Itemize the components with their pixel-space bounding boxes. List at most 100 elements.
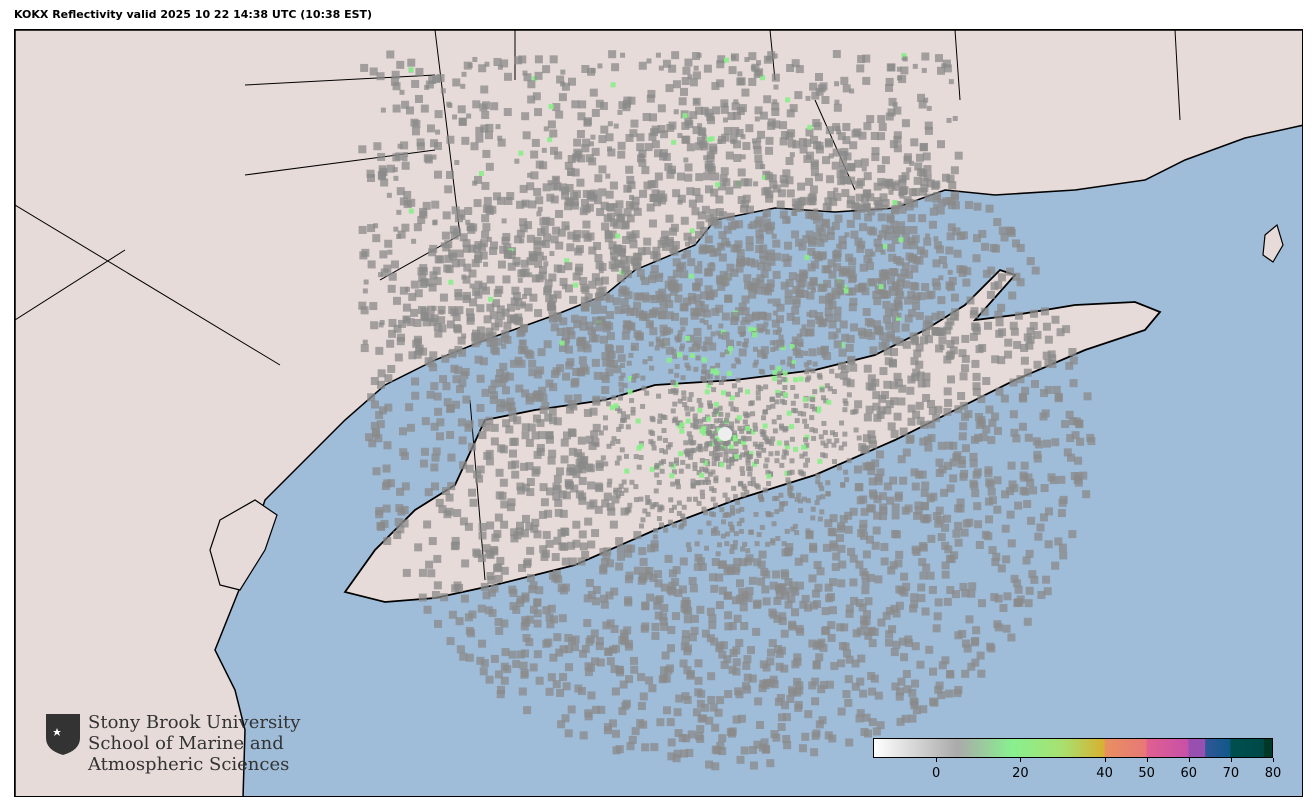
radar-echo-bin	[694, 541, 700, 547]
radar-echo-bin	[486, 236, 492, 242]
radar-echo-bin	[910, 593, 919, 602]
radar-echo-bin	[586, 501, 595, 510]
radar-echo-bin	[753, 145, 762, 154]
radar-echo-bin	[719, 270, 728, 279]
radar-echo-bin	[559, 317, 568, 326]
radar-echo-bin	[807, 124, 813, 130]
radar-echo-bin	[991, 412, 1000, 421]
radar-echo-bin	[716, 542, 722, 548]
radar-echo-bin	[927, 290, 936, 299]
radar-echo-bin	[766, 759, 775, 768]
radar-echo-bin	[889, 476, 898, 485]
radar-echo-bin	[543, 233, 552, 242]
radar-echo-bin	[617, 354, 626, 363]
radar-echo-bin	[561, 82, 570, 91]
radar-echo-bin	[794, 557, 803, 566]
radar-echo-bin	[631, 196, 640, 205]
radar-echo-bin	[485, 123, 494, 132]
radar-echo-bin	[682, 113, 688, 119]
radar-echo-bin	[383, 441, 392, 450]
radar-echo-bin	[863, 413, 872, 422]
radar-echo-bin	[591, 529, 600, 538]
radar-echo-bin	[548, 104, 554, 110]
radar-echo-bin	[750, 411, 756, 417]
radar-echo-bin	[1063, 448, 1072, 457]
radar-echo-bin	[481, 388, 490, 397]
radar-echo-bin	[461, 71, 467, 77]
radar-echo-bin	[773, 614, 782, 623]
radar-echo-bin	[822, 156, 831, 165]
radar-echo-bin	[638, 158, 647, 167]
radar-echo-bin	[478, 171, 484, 177]
radar-echo-bin	[484, 131, 493, 140]
radar-echo-bin	[481, 181, 490, 190]
radar-echo-bin	[511, 470, 520, 479]
radar-echo-bin	[529, 293, 538, 302]
radar-echo-bin	[812, 361, 818, 367]
radar-echo-bin	[531, 76, 537, 82]
radar-echo-bin	[793, 653, 802, 662]
radar-echo-bin	[854, 159, 863, 168]
radar-echo-bin	[900, 572, 909, 581]
radar-echo-bin	[881, 156, 890, 165]
radar-echo-bin	[842, 441, 848, 447]
radar-echo-bin	[677, 133, 683, 139]
radar-echo-bin	[842, 398, 848, 404]
radar-map[interactable]	[14, 29, 1303, 797]
radar-echo-bin	[949, 346, 958, 355]
radar-echo-bin	[476, 656, 485, 665]
radar-echo-bin	[941, 63, 947, 69]
radar-echo-bin	[971, 489, 980, 498]
radar-echo-bin	[882, 204, 888, 210]
radar-echo-bin	[516, 482, 525, 491]
radar-echo-bin	[849, 507, 858, 516]
radar-echo-bin	[715, 601, 724, 610]
radar-echo-bin	[1025, 549, 1034, 558]
radar-echo-bin	[720, 660, 729, 669]
radar-echo-bin	[962, 278, 971, 287]
radar-echo-bin	[806, 311, 812, 317]
radar-echo-bin	[762, 597, 771, 606]
radar-echo-bin	[880, 557, 889, 566]
radar-echo-bin	[867, 278, 876, 287]
radar-echo-bin	[739, 558, 748, 567]
radar-echo-bin	[443, 510, 452, 519]
radar-echo-bin	[520, 259, 529, 268]
radar-echo-bin	[641, 277, 650, 286]
radar-echo-bin	[753, 740, 762, 749]
radar-echo-bin	[611, 436, 617, 442]
radar-echo-bin	[692, 466, 698, 472]
radar-echo-bin	[477, 604, 486, 613]
radar-echo-bin	[501, 371, 510, 380]
radar-echo-bin	[720, 105, 729, 114]
radar-echo-bin	[878, 123, 887, 132]
radar-echo-bin	[787, 255, 793, 261]
radar-echo-bin	[479, 103, 488, 112]
radar-echo-bin	[854, 203, 863, 212]
radar-echo-bin	[921, 67, 927, 73]
radar-echo-bin	[687, 730, 696, 739]
radar-echo-bin	[784, 289, 793, 298]
radar-echo-bin	[824, 308, 833, 317]
radar-echo-bin	[615, 537, 624, 546]
radar-echo-bin	[922, 372, 931, 381]
radar-echo-bin	[534, 55, 543, 64]
radar-echo-bin	[431, 591, 440, 600]
radar-echo-bin	[809, 309, 818, 318]
radar-echo-bin	[777, 327, 783, 333]
radar-echo-bin	[741, 316, 747, 322]
radar-echo-bin	[973, 468, 982, 477]
radar-echo-bin	[733, 180, 742, 189]
radar-echo-bin	[659, 324, 668, 333]
radar-echo-bin	[815, 479, 821, 485]
radar-echo-bin	[759, 497, 765, 503]
radar-echo-bin	[1018, 422, 1027, 431]
radar-echo-bin	[735, 264, 744, 273]
radar-echo-bin	[701, 346, 707, 352]
radar-echo-bin	[665, 214, 674, 223]
radar-echo-bin	[911, 188, 920, 197]
radar-echo-bin	[419, 347, 428, 356]
radar-echo-bin	[779, 137, 788, 146]
radar-echo-bin	[936, 140, 945, 149]
radar-echo-bin	[702, 460, 708, 466]
